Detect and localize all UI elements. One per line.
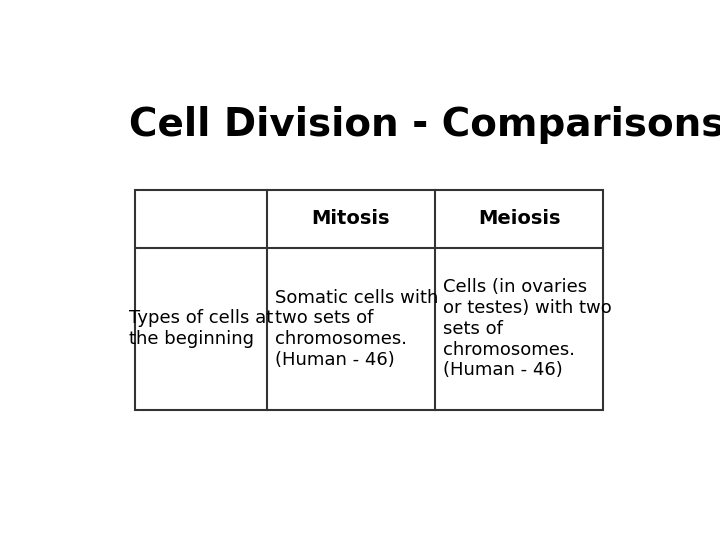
Text: Somatic cells with
two sets of
chromosomes.
(Human - 46): Somatic cells with two sets of chromosom… [275,289,438,369]
Text: Cell Division - Comparisons: Cell Division - Comparisons [129,106,720,144]
Text: Cells (in ovaries
or testes) with two
sets of
chromosomes.
(Human - 46): Cells (in ovaries or testes) with two se… [444,278,612,380]
Bar [135,190,603,410]
Text: Types of cells at
the beginning: Types of cells at the beginning [129,309,273,348]
Text: Mitosis: Mitosis [312,209,390,228]
Text: Meiosis: Meiosis [478,209,560,228]
